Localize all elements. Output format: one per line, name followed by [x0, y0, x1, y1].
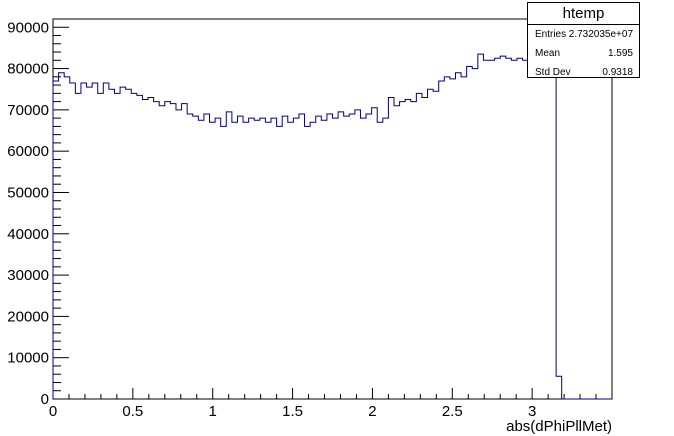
x-axis: 0 0.5 1 1.5 2 2.5 3 [49, 388, 613, 420]
x-tick-label: 0 [49, 403, 57, 420]
y-tick-label: 40000 [7, 226, 49, 243]
y-tick-label: 10000 [7, 350, 49, 367]
stats-label: Mean [535, 48, 561, 59]
stats-value: 0.9318 [602, 67, 633, 78]
stats-title: htemp [528, 3, 639, 25]
x-tick-label: 0.5 [122, 403, 143, 420]
y-tick-label: 0 [41, 391, 49, 408]
stats-label: Std Dev [535, 67, 571, 78]
stats-row-stddev: Std Dev 0.9318 [528, 64, 639, 82]
stats-box: htemp Entries 2.732035e+07 Mean 1.595 St… [527, 2, 640, 78]
x-tick-label: 3 [528, 403, 536, 420]
x-tick-label: 1 [209, 403, 217, 420]
x-tick-label: 2.5 [442, 403, 463, 420]
x-axis-title: abs(dPhiPllMet) [506, 418, 612, 435]
histogram-series-line [52, 53, 612, 400]
y-tick-label: 50000 [7, 184, 49, 201]
y-tick-label: 70000 [7, 102, 49, 119]
x-tick-label: 1.5 [282, 403, 303, 420]
y-tick-label: 20000 [7, 308, 49, 325]
y-axis: 0 10000 20000 30000 40000 50000 60000 70000 8000… [7, 18, 69, 408]
y-tick-label: 60000 [7, 143, 49, 160]
y-tick-label: 80000 [7, 61, 49, 78]
x-tick-label: 2 [368, 403, 376, 420]
y-tick-label: 30000 [7, 267, 49, 284]
stats-value: 1.595 [607, 48, 633, 59]
stats-row-mean: Mean 1.595 [528, 45, 639, 63]
stats-row-entries: Entries 2.732035e+07 [528, 26, 639, 44]
stats-label: Entries [535, 29, 567, 40]
y-tick-label: 90000 [7, 19, 49, 36]
stats-value: 2.732035e+07 [568, 29, 633, 40]
